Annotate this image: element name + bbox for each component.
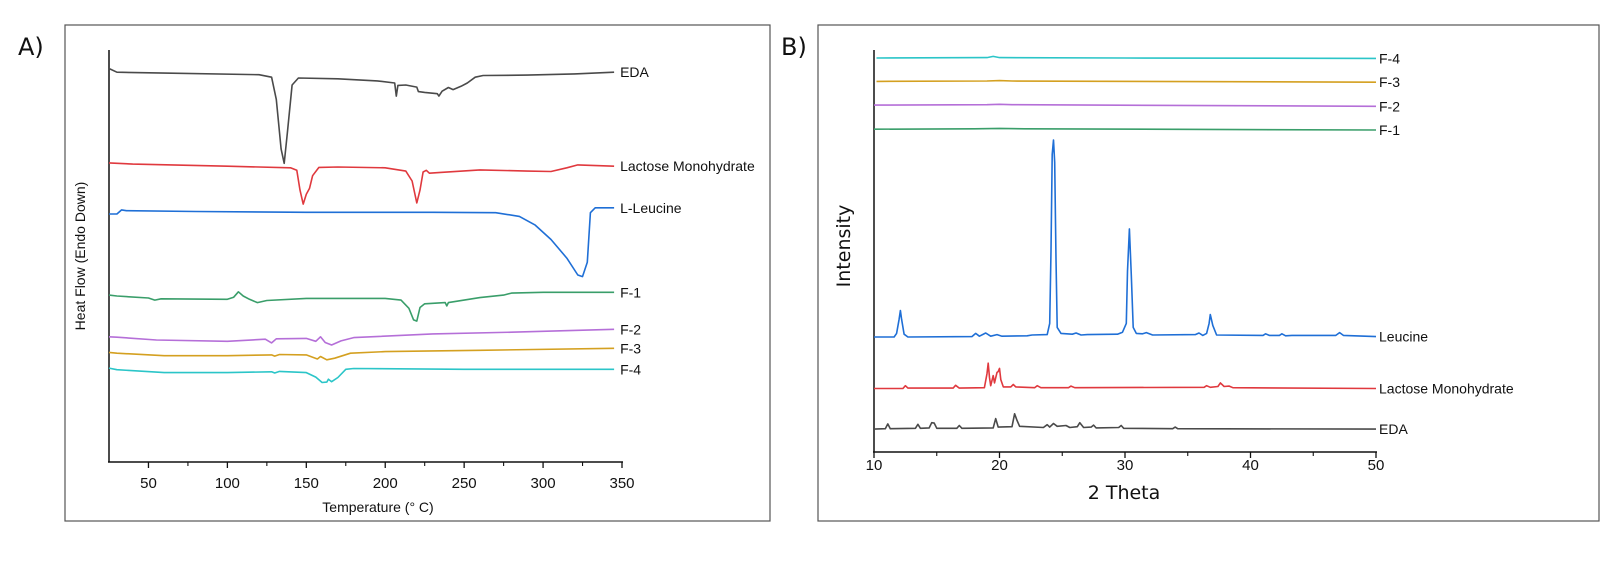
- panel-b-x-tick-labels: 10 20 30 40 50: [866, 457, 1385, 474]
- panel-b-x-axis-title: 2 Theta: [1088, 482, 1161, 504]
- series-line-f-3: [876, 79, 1377, 83]
- series-line-f-1: [108, 291, 615, 322]
- series-label-f-2: F-2: [1379, 98, 1400, 114]
- series-label-leucine: Leucine: [1379, 329, 1428, 345]
- series-label-f-1: F-1: [1379, 122, 1400, 138]
- series-label-f-4: F-4: [1379, 50, 1400, 66]
- series-line-lactose-monohydrate: [874, 362, 1377, 390]
- series-label-f-2: F-2: [620, 321, 641, 337]
- panel-a-x-ticks: [147, 462, 623, 468]
- panel-b-y-axis-title: Intensity: [833, 205, 855, 288]
- panel-a-y-axis-title: Heat Flow (Endo Down): [72, 182, 88, 331]
- panel-a-dsc-chart: A) 50 100 150 200 250 300 350 EDA Lactose Monoh…: [18, 24, 771, 522]
- series-line-l-leucine: [109, 207, 615, 278]
- panel-b-series: [873, 55, 1377, 430]
- series-label-f-3: F-3: [1379, 74, 1400, 90]
- series-label-lactose-monohydrate: Lactose Monohydrate: [1379, 380, 1514, 396]
- series-line-f-4: [108, 367, 615, 384]
- series-line-f-1: [873, 127, 1377, 131]
- series-line-f-2: [108, 328, 615, 346]
- x-tick-label: 350: [609, 475, 634, 492]
- series-line-eda: [873, 413, 1377, 430]
- series-label-l-leucine: L-Leucine: [620, 200, 682, 216]
- panel-a-series-labels: EDA Lactose Monohydrate L-Leucine F-1 F-2 F-3…: [620, 64, 755, 377]
- x-tick-label: 50: [1368, 457, 1385, 474]
- x-tick-label: 300: [531, 475, 556, 492]
- x-tick-label: 250: [452, 475, 477, 492]
- series-label-f-4: F-4: [620, 361, 641, 377]
- series-line-f-3: [108, 347, 615, 361]
- series-label-eda: EDA: [1379, 421, 1408, 437]
- series-line-eda: [108, 67, 615, 165]
- panel-b-series-labels: F-4 F-3 F-2 F-1 Leucine Lactose Monohydrate ED…: [1379, 50, 1514, 437]
- x-tick-label: 40: [1242, 457, 1259, 474]
- panel-a-label: A): [18, 33, 44, 61]
- panel-a-x-tick-labels: 50 100 150 200 250 300 350: [140, 475, 634, 492]
- panel-a-frame: [64, 24, 771, 522]
- series-label-eda: EDA: [620, 64, 649, 80]
- series-label-f-1: F-1: [620, 284, 641, 300]
- series-line-leucine: [874, 139, 1377, 338]
- panel-b-frame: [817, 24, 1600, 522]
- series-line-lactose-monohydrate: [108, 162, 615, 205]
- panel-b-label: B): [781, 33, 807, 61]
- panel-b-xrd-chart: B) 10 20 30 40 50 F-4 F-3 F-2 F-1 Leucine Lactose…: [781, 24, 1600, 522]
- panel-b-x-ticks: [873, 452, 1377, 458]
- x-tick-label: 30: [1117, 457, 1134, 474]
- x-tick-label: 100: [215, 475, 240, 492]
- x-tick-label: 200: [373, 475, 398, 492]
- x-tick-label: 20: [991, 457, 1008, 474]
- series-line-f-4: [876, 55, 1377, 60]
- x-tick-label: 10: [866, 457, 883, 474]
- x-tick-label: 50: [140, 475, 157, 492]
- series-label-f-3: F-3: [620, 340, 641, 356]
- series-label-lactose-monohydrate: Lactose Monohydrate: [620, 158, 755, 174]
- x-tick-label: 150: [294, 475, 319, 492]
- panel-a-series: [108, 67, 615, 384]
- series-line-f-2: [873, 103, 1377, 108]
- panel-a-x-axis-title: Temperature (° C): [322, 499, 433, 515]
